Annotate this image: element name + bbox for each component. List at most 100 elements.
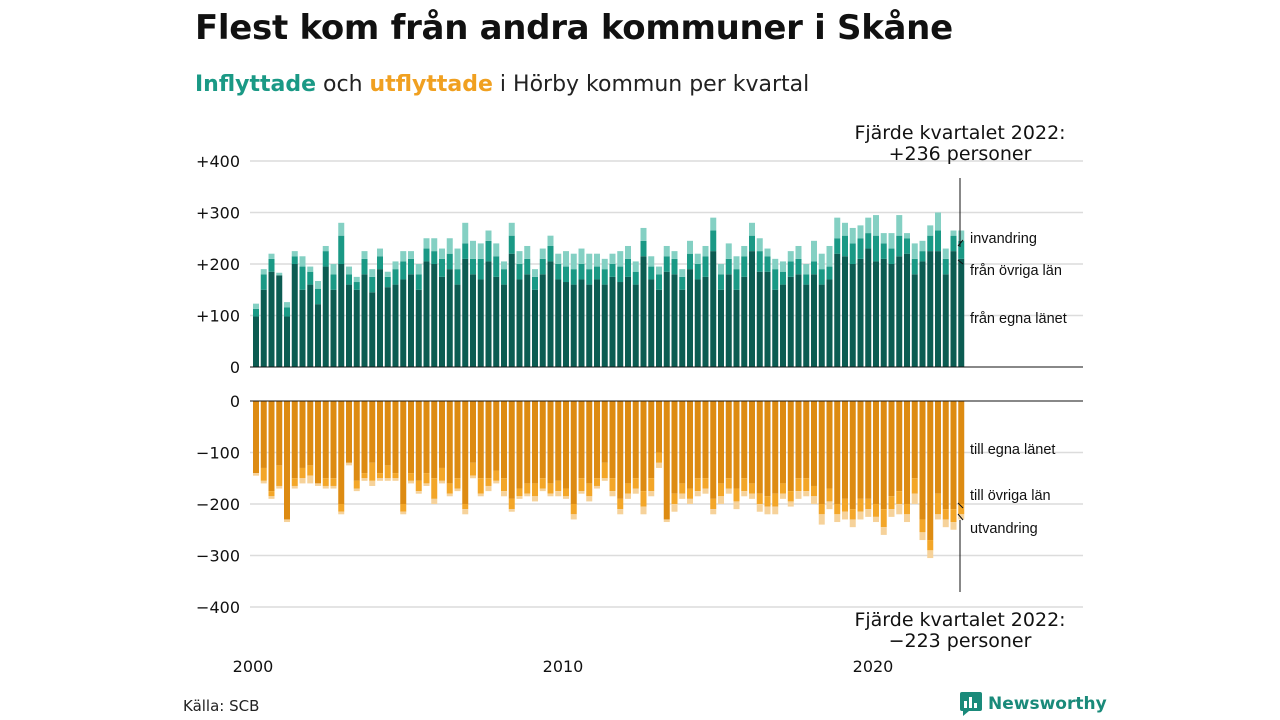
- bar-out-ovriga: [911, 478, 918, 494]
- bar-out-ovriga: [609, 478, 616, 492]
- bar-out-utv: [911, 493, 918, 504]
- bar-out-egna: [818, 401, 825, 504]
- bar-in-ovriga: [307, 271, 314, 285]
- bar-in-inv: [632, 261, 639, 272]
- bar-in-egna: [873, 261, 879, 367]
- bar-in-ovriga: [377, 256, 383, 270]
- bar-out-utv: [849, 519, 856, 528]
- bar-in-ovriga: [919, 251, 926, 262]
- bar-out-egna: [578, 401, 585, 479]
- bar-in-ovriga: [470, 258, 476, 275]
- bar-in-egna: [849, 264, 856, 367]
- bar-in-ovriga: [687, 253, 693, 270]
- bar-in-inv: [276, 272, 283, 276]
- bar-out-egna: [400, 401, 407, 504]
- bar-in-inv: [687, 240, 693, 254]
- bar-out-utv: [276, 485, 283, 489]
- bar-in-ovriga: [772, 269, 779, 290]
- bar-out-egna: [260, 401, 267, 468]
- bar-out-utv: [415, 491, 422, 494]
- bar-in-egna: [725, 274, 732, 367]
- bar-in-ovriga: [253, 308, 259, 317]
- brand-name: Newsworthy: [988, 694, 1107, 714]
- bar-out-egna: [896, 401, 903, 492]
- bar-in-inv: [431, 238, 438, 252]
- bar-in-ovriga: [439, 258, 445, 277]
- bar-out-ovriga: [849, 509, 856, 520]
- bar-out-ovriga: [532, 483, 538, 497]
- bar-in-egna: [307, 284, 314, 367]
- bar-out-ovriga: [741, 478, 748, 492]
- bar-in-egna: [749, 251, 755, 367]
- bar-out-ovriga: [950, 509, 957, 523]
- bar-out-utv: [508, 509, 515, 512]
- bar-out-utv: [532, 496, 538, 502]
- bar-out-ovriga: [291, 478, 298, 486]
- bar-in-inv: [842, 222, 848, 236]
- bar-out-egna: [927, 401, 934, 541]
- bar-out-ovriga: [780, 483, 786, 494]
- bar-out-egna: [617, 401, 624, 499]
- bar-out-egna: [299, 401, 306, 468]
- bar-out-utv: [772, 506, 779, 515]
- bar-in-egna: [803, 284, 810, 367]
- bar-in-ovriga: [392, 269, 399, 285]
- bar-in-egna: [532, 289, 538, 367]
- bar-in-egna: [764, 271, 771, 367]
- bar-out-utv: [818, 514, 825, 525]
- bar-out-egna: [772, 401, 779, 494]
- bar-out-utv: [570, 514, 577, 520]
- bar-in-egna: [772, 289, 779, 367]
- bar-out-utv: [307, 475, 314, 484]
- bar-out-utv: [671, 504, 678, 512]
- bar-in-ovriga: [756, 251, 763, 272]
- bar-out-ovriga: [307, 465, 314, 476]
- bar-in-inv: [555, 253, 562, 264]
- bar-in-egna: [671, 274, 678, 367]
- bar-in-egna: [648, 279, 655, 367]
- bar-in-egna: [439, 276, 445, 367]
- bar-in-egna: [353, 289, 360, 367]
- bar-out-ovriga: [896, 491, 903, 504]
- bar-in-egna: [865, 248, 872, 367]
- bar-in-ovriga: [609, 264, 616, 277]
- bar-in-inv: [594, 253, 600, 267]
- bar-out-utv: [361, 478, 368, 481]
- bar-in-ovriga: [315, 288, 321, 305]
- bar-out-utv: [811, 496, 817, 504]
- bar-in-inv: [919, 240, 926, 252]
- bar-out-utv: [284, 519, 290, 523]
- bar-in-egna: [834, 253, 841, 367]
- bar-in-inv: [563, 251, 569, 267]
- bar-in-inv: [493, 243, 500, 257]
- bar-out-ovriga: [942, 509, 949, 520]
- bar-out-ovriga: [656, 452, 662, 463]
- bar-in-egna: [392, 284, 399, 367]
- bar-out-egna: [710, 401, 717, 499]
- bar-in-ovriga: [632, 271, 639, 285]
- bar-in-ovriga: [415, 274, 422, 290]
- legend-utvandring: utvandring: [970, 521, 1038, 537]
- bar-out-ovriga: [415, 480, 422, 492]
- bar-in-egna: [617, 282, 624, 367]
- bar-in-egna: [632, 284, 639, 367]
- bar-in-ovriga: [640, 240, 647, 257]
- bar-in-ovriga: [501, 269, 507, 285]
- bar-out-egna: [477, 401, 484, 479]
- bar-out-utv: [260, 480, 267, 484]
- bar-in-ovriga: [896, 235, 903, 257]
- bar-in-egna: [524, 274, 531, 367]
- bar-in-ovriga: [563, 266, 569, 283]
- bar-out-ovriga: [299, 467, 306, 479]
- bar-in-egna: [539, 274, 546, 367]
- bar-in-egna: [710, 251, 717, 367]
- bar-in-ovriga: [826, 266, 833, 280]
- bar-in-egna: [935, 251, 941, 367]
- bar-in-inv: [423, 238, 430, 249]
- bar-in-ovriga: [911, 258, 918, 275]
- legend-invandring: invandring: [970, 231, 1037, 247]
- bar-in-inv: [663, 245, 670, 257]
- bar-in-inv: [330, 264, 337, 275]
- bar-in-egna: [454, 284, 461, 367]
- bar-in-inv: [640, 227, 647, 241]
